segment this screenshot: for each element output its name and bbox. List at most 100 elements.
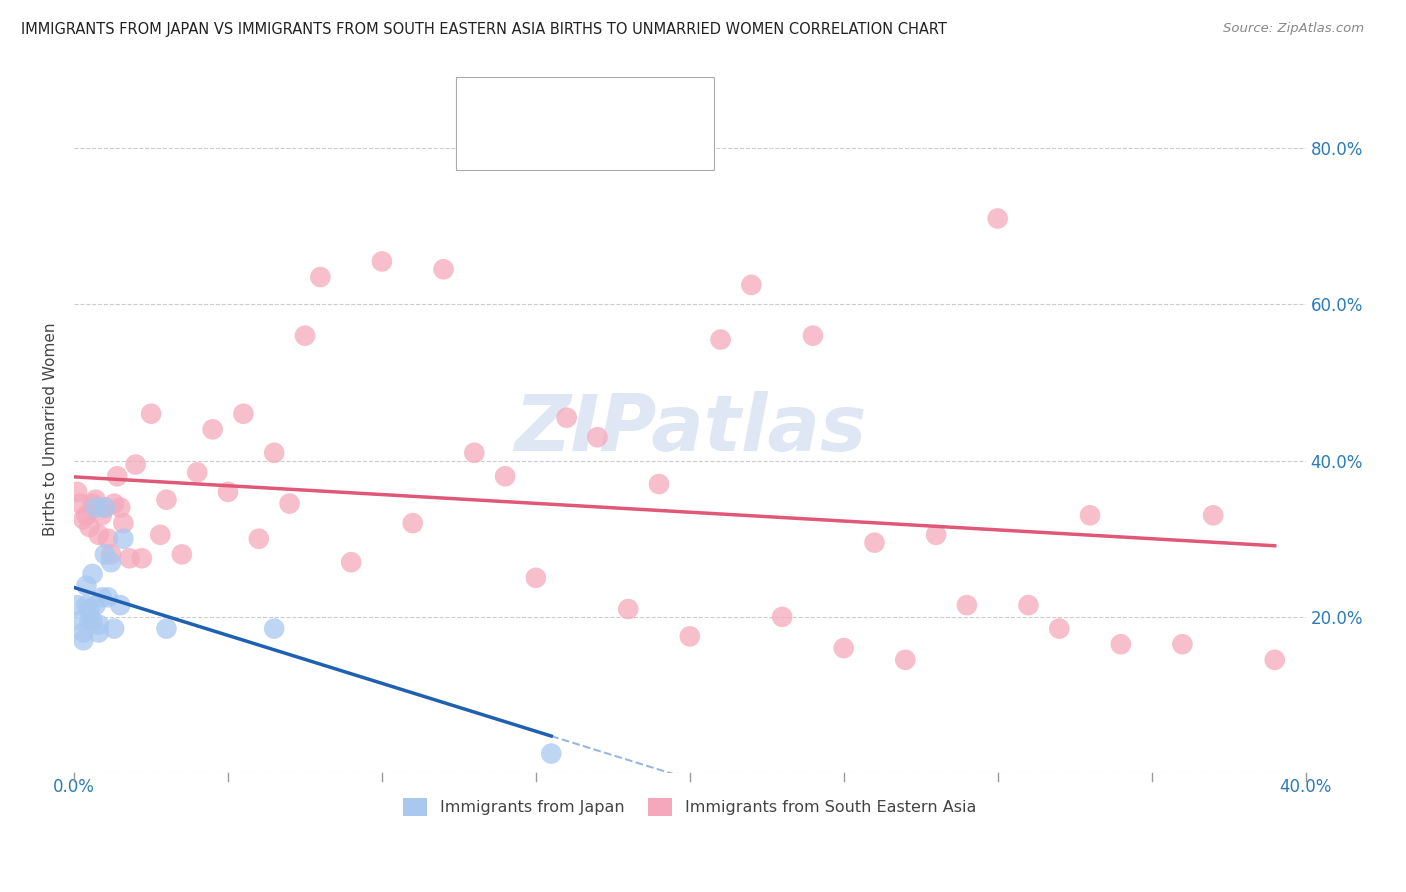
Point bbox=[94, 500, 117, 515]
Point bbox=[801, 328, 824, 343]
Text: Source: ZipAtlas.com: Source: ZipAtlas.com bbox=[1223, 22, 1364, 36]
Point bbox=[494, 469, 516, 483]
Text: -0.329: -0.329 bbox=[534, 111, 595, 128]
Point bbox=[956, 598, 979, 612]
Text: R =: R = bbox=[494, 111, 530, 128]
Point bbox=[84, 500, 107, 515]
Point bbox=[648, 477, 671, 491]
Text: R =: R = bbox=[494, 148, 530, 166]
Point bbox=[79, 602, 101, 616]
Text: ZIPatlas: ZIPatlas bbox=[513, 392, 866, 467]
Point bbox=[87, 528, 110, 542]
Text: N =: N = bbox=[612, 111, 648, 128]
Point bbox=[770, 610, 793, 624]
Point bbox=[247, 532, 270, 546]
Point bbox=[402, 516, 425, 530]
Point bbox=[82, 614, 104, 628]
Point bbox=[79, 520, 101, 534]
Point bbox=[72, 625, 94, 640]
Point bbox=[1171, 637, 1194, 651]
Point bbox=[371, 254, 394, 268]
Point bbox=[463, 446, 485, 460]
Point bbox=[94, 547, 117, 561]
Point bbox=[740, 277, 762, 292]
Point bbox=[201, 422, 224, 436]
Point bbox=[124, 458, 146, 472]
Point bbox=[894, 653, 917, 667]
Point bbox=[710, 333, 733, 347]
Point bbox=[75, 579, 97, 593]
Point bbox=[84, 598, 107, 612]
Point bbox=[105, 469, 128, 483]
Point bbox=[1109, 637, 1132, 651]
Point bbox=[263, 446, 285, 460]
Point bbox=[112, 516, 135, 530]
Y-axis label: Births to Unmarried Women: Births to Unmarried Women bbox=[44, 323, 58, 536]
Point bbox=[1264, 653, 1286, 667]
Point bbox=[84, 492, 107, 507]
Point bbox=[79, 614, 101, 628]
Point bbox=[97, 532, 120, 546]
Point bbox=[149, 528, 172, 542]
Point bbox=[555, 410, 578, 425]
Point bbox=[987, 211, 1010, 226]
Point bbox=[110, 598, 132, 612]
Text: 61: 61 bbox=[651, 148, 673, 166]
Point bbox=[278, 497, 301, 511]
Point bbox=[155, 622, 177, 636]
Legend: Immigrants from Japan, Immigrants from South Eastern Asia: Immigrants from Japan, Immigrants from S… bbox=[395, 790, 984, 823]
Point bbox=[1202, 508, 1225, 523]
Point bbox=[524, 571, 547, 585]
Point bbox=[69, 497, 91, 511]
Point bbox=[340, 555, 363, 569]
Point bbox=[97, 591, 120, 605]
Point bbox=[540, 747, 562, 761]
Point bbox=[217, 484, 239, 499]
Point bbox=[75, 598, 97, 612]
Point bbox=[1078, 508, 1101, 523]
Point bbox=[832, 641, 855, 656]
Point bbox=[679, 629, 702, 643]
Text: 25: 25 bbox=[651, 111, 673, 128]
Point bbox=[294, 328, 316, 343]
Point bbox=[66, 598, 89, 612]
Point bbox=[232, 407, 254, 421]
Point bbox=[112, 532, 135, 546]
Point bbox=[586, 430, 609, 444]
Point bbox=[66, 484, 89, 499]
Point bbox=[186, 466, 208, 480]
Point bbox=[1047, 622, 1070, 636]
Point bbox=[1017, 598, 1039, 612]
Point bbox=[617, 602, 640, 616]
Point bbox=[139, 407, 162, 421]
Point bbox=[263, 622, 285, 636]
Point bbox=[87, 617, 110, 632]
Point bbox=[170, 547, 193, 561]
Point bbox=[75, 508, 97, 523]
Point bbox=[90, 591, 112, 605]
Point bbox=[82, 497, 104, 511]
Point bbox=[110, 500, 132, 515]
Text: -0.123: -0.123 bbox=[534, 148, 595, 166]
Point bbox=[155, 492, 177, 507]
Point bbox=[69, 614, 91, 628]
Point bbox=[82, 566, 104, 581]
Point bbox=[72, 633, 94, 648]
Point bbox=[90, 508, 112, 523]
Text: N =: N = bbox=[612, 148, 648, 166]
Point bbox=[309, 270, 332, 285]
Point bbox=[432, 262, 454, 277]
Point bbox=[100, 555, 122, 569]
Point bbox=[131, 551, 153, 566]
FancyBboxPatch shape bbox=[456, 78, 714, 170]
Point bbox=[103, 497, 125, 511]
Text: IMMIGRANTS FROM JAPAN VS IMMIGRANTS FROM SOUTH EASTERN ASIA BIRTHS TO UNMARRIED : IMMIGRANTS FROM JAPAN VS IMMIGRANTS FROM… bbox=[21, 22, 948, 37]
Point bbox=[94, 500, 117, 515]
Point bbox=[72, 512, 94, 526]
Point bbox=[100, 547, 122, 561]
Point bbox=[863, 535, 886, 549]
Point bbox=[103, 622, 125, 636]
Point bbox=[118, 551, 141, 566]
Point bbox=[87, 625, 110, 640]
Point bbox=[925, 528, 948, 542]
